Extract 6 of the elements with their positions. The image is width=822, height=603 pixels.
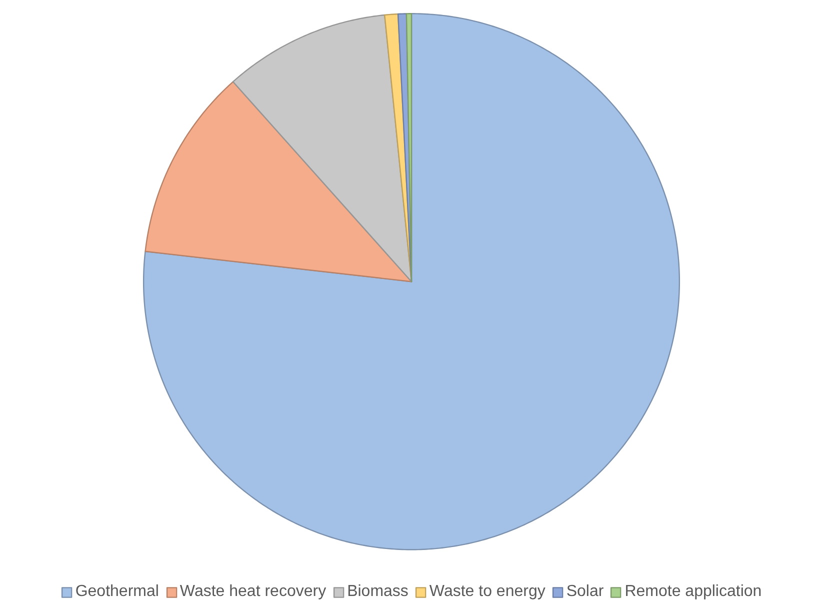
legend-label: Waste to energy bbox=[429, 583, 546, 601]
legend-label: Biomass bbox=[347, 583, 408, 601]
legend-label: Solar bbox=[566, 583, 604, 601]
legend-label: Geothermal bbox=[75, 583, 159, 601]
legend-label: Remote application bbox=[624, 583, 762, 601]
legend-label: Waste heat recovery bbox=[180, 583, 326, 601]
